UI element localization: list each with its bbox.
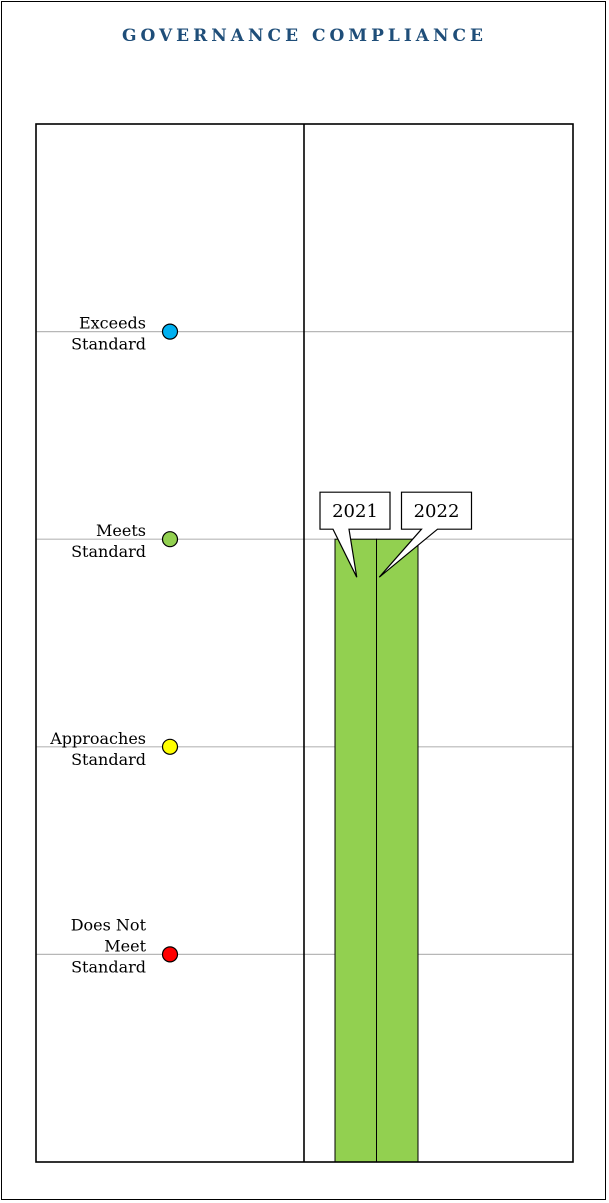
level-marker-4 <box>161 323 179 340</box>
level-label-line: Does Not <box>71 915 147 934</box>
level-label-1: Does Not Meet Standard <box>71 915 147 976</box>
level-marker-3 <box>161 531 179 548</box>
year-label-2021: 2021 <box>332 501 378 522</box>
level-label-3: Meets Standard <box>71 521 146 561</box>
bar-2021 <box>334 538 377 1163</box>
level-label-4: Exceeds Standard <box>71 314 146 354</box>
level-label-line: Approaches <box>49 729 146 748</box>
callout-2021 <box>319 491 391 578</box>
level-label-line: Meets <box>96 521 146 540</box>
level-marker-2 <box>161 738 179 755</box>
level-label-line: Meet <box>104 936 146 955</box>
level-label-2: Approaches Standard <box>49 729 146 769</box>
year-label-2022: 2022 <box>414 501 460 522</box>
chart-title: GOVERNANCE COMPLIANCE <box>121 26 488 46</box>
level-label-line: Standard <box>71 335 146 354</box>
callout-2022 <box>378 491 473 578</box>
bar-2022 <box>376 538 419 1163</box>
level-label-line: Exceeds <box>79 314 146 333</box>
level-label-line: Standard <box>71 957 146 976</box>
level-label-line: Standard <box>71 750 146 769</box>
level-marker-1 <box>161 946 179 963</box>
level-label-line: Standard <box>71 542 146 561</box>
